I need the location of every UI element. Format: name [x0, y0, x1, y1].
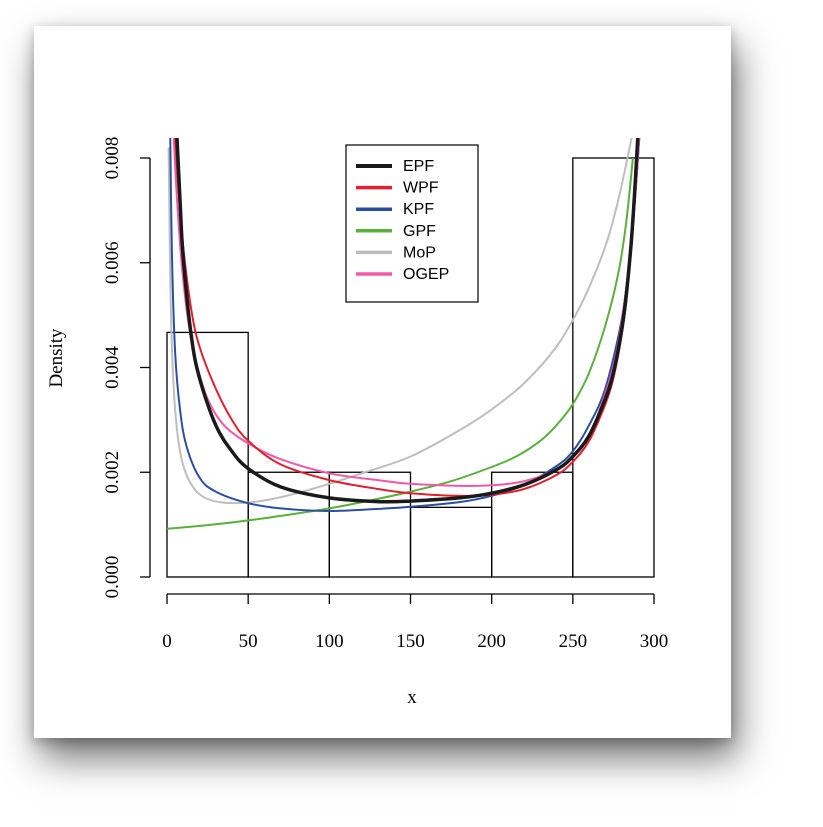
x-tick-label: 0 [162, 631, 172, 652]
y-tick-label: 0.002 [102, 451, 123, 494]
legend-label-epf: EPF [403, 158, 434, 175]
x-tick-label: 50 [239, 631, 258, 652]
series-line-gpf [166, 157, 634, 530]
x-axis-label: x [407, 687, 417, 708]
legend-box [345, 144, 479, 303]
x-tick-label: 100 [315, 631, 344, 652]
histogram-bar [572, 157, 655, 578]
legend-label-kpf: KPF [403, 201, 434, 218]
x-tick-label: 300 [640, 631, 669, 652]
series-line-epf [175, 138, 640, 504]
x-tick-label: 150 [396, 631, 425, 652]
legend-label-mop: MoP [403, 244, 436, 261]
x-tick-label: 200 [477, 631, 506, 652]
density-curves [166, 138, 641, 530]
histogram-bar [166, 331, 249, 578]
histogram-bars [166, 157, 655, 578]
y-tick-label: 0.006 [102, 241, 123, 284]
histogram-bar [491, 471, 574, 578]
legend-label-gpf: GPF [403, 223, 436, 240]
y-tick-label: 0.008 [102, 137, 123, 180]
y-tick-label: 0.004 [102, 346, 123, 389]
y-axis-label: Density [46, 328, 67, 388]
legend: EPF WPF KPF GPF MoP OGEP [345, 144, 479, 303]
legend-label-ogep: OGEP [403, 266, 449, 283]
axes: 0 50 100 150 200 250 300 0.000 0.002 0.004 0.006 0.… [102, 137, 668, 652]
series-line-mop [167, 138, 633, 505]
y-tick-label: 0.000 [102, 556, 123, 599]
legend-label-wpf: WPF [403, 180, 439, 197]
histogram-bar [409, 506, 493, 578]
x-tick-label: 250 [559, 631, 588, 652]
